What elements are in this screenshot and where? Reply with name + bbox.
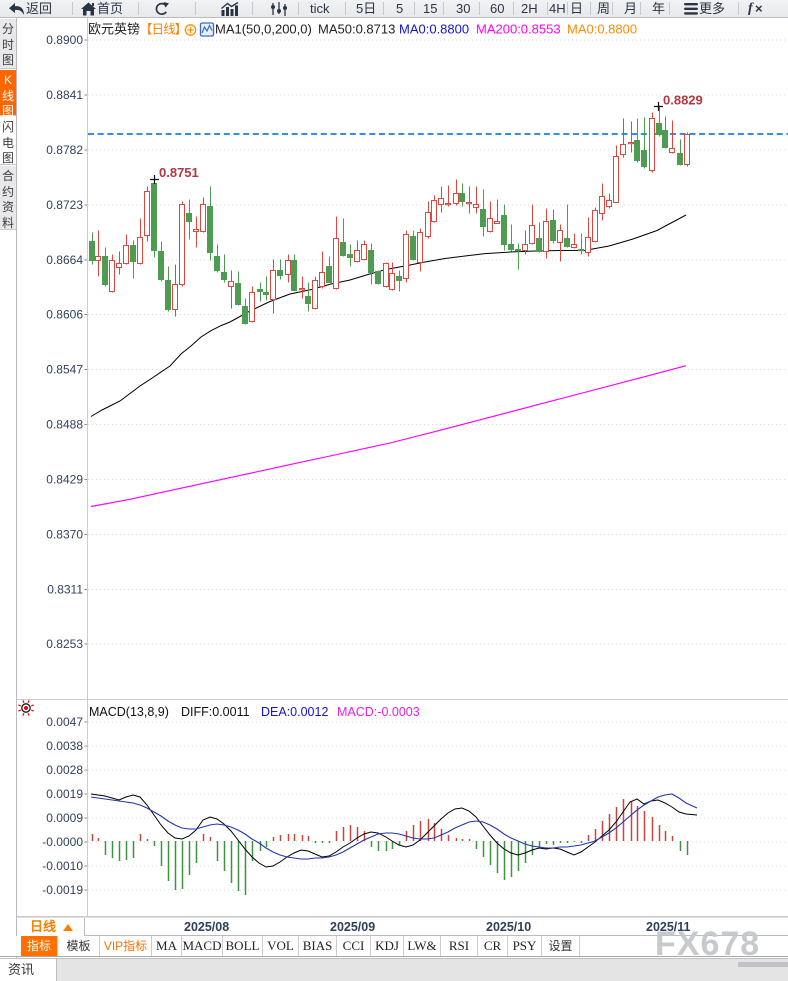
svg-text:-0.0000: -0.0000: [42, 835, 83, 849]
svg-text:0.8829: 0.8829: [663, 93, 703, 108]
svg-text:0.0047: 0.0047: [46, 715, 83, 729]
svg-text:0.0019: 0.0019: [46, 787, 83, 801]
svg-text:MA50:0.8713: MA50:0.8713: [318, 22, 395, 37]
svg-text:0.8488: 0.8488: [46, 418, 83, 432]
svg-text:0.8311: 0.8311: [47, 583, 83, 597]
svg-text:0.0009: 0.0009: [46, 811, 83, 825]
svg-text:-0.0019: -0.0019: [42, 883, 83, 897]
svg-text:日线: 日线: [30, 919, 56, 934]
svg-text:MA0:0.8800: MA0:0.8800: [567, 22, 637, 37]
svg-text:2025/09: 2025/09: [330, 920, 375, 934]
svg-text:0.8723: 0.8723: [46, 198, 83, 212]
svg-text:2025/08: 2025/08: [184, 920, 229, 934]
svg-text:2025/11: 2025/11: [646, 920, 691, 934]
svg-text:0.8664: 0.8664: [46, 253, 83, 267]
svg-text:0.8429: 0.8429: [46, 473, 83, 487]
svg-text:MA0:0.8800: MA0:0.8800: [399, 22, 469, 37]
svg-text:DEA:0.0012: DEA:0.0012: [261, 705, 328, 719]
svg-text:0.8253: 0.8253: [46, 637, 83, 651]
svg-text:2025/10: 2025/10: [486, 920, 531, 934]
svg-text:0.8782: 0.8782: [46, 143, 83, 157]
svg-text:欧元英镑: 欧元英镑: [88, 22, 140, 37]
svg-text:MA200:0.8553: MA200:0.8553: [476, 22, 561, 37]
svg-text:【日线】: 【日线】: [140, 23, 186, 37]
svg-text:0.8370: 0.8370: [46, 528, 83, 542]
svg-text:-0.0010: -0.0010: [42, 859, 83, 873]
svg-text:MA1(50,0,200,0): MA1(50,0,200,0): [215, 22, 312, 37]
svg-text:0.0028: 0.0028: [46, 763, 83, 777]
svg-text:DIFF:0.0011: DIFF:0.0011: [181, 705, 250, 719]
svg-text:0.8547: 0.8547: [46, 363, 83, 377]
svg-text:0.8900: 0.8900: [46, 33, 83, 47]
svg-text:MACD:-0.0003: MACD:-0.0003: [337, 705, 420, 719]
svg-text:0.0038: 0.0038: [46, 739, 83, 753]
svg-text:0.8606: 0.8606: [46, 308, 83, 322]
svg-text:MACD(13,8,9): MACD(13,8,9): [89, 705, 169, 719]
svg-text:0.8751: 0.8751: [159, 165, 199, 180]
svg-text:0.8841: 0.8841: [46, 88, 83, 102]
